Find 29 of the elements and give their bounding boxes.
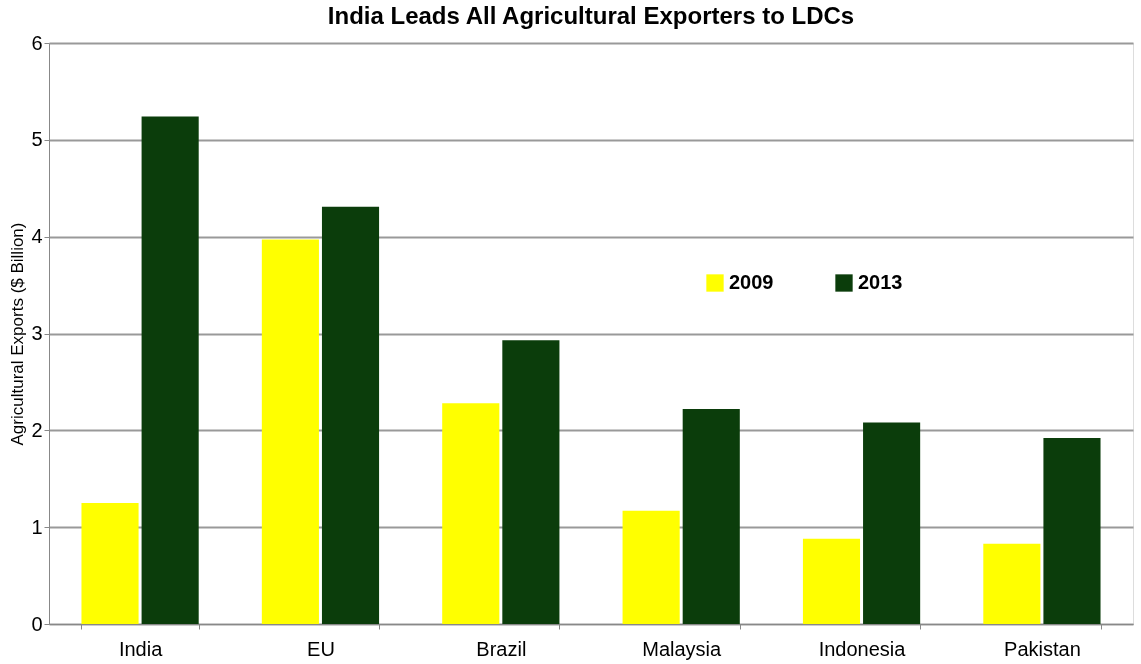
x-tick-label: EU	[307, 637, 335, 660]
legend-label: 2013	[858, 271, 903, 293]
y-tick-label: 4	[31, 225, 43, 248]
bar	[141, 116, 199, 624]
bar	[442, 403, 500, 624]
bar	[863, 422, 921, 624]
bar	[622, 510, 680, 624]
bar	[682, 409, 740, 624]
y-tick-label: 6	[31, 31, 43, 54]
y-tick-label: 2	[31, 418, 43, 441]
y-tick-label: 1	[31, 515, 43, 538]
y-tick-label: 3	[31, 322, 43, 344]
x-tick-label: Malaysia	[642, 637, 723, 660]
bar	[81, 502, 139, 624]
legend-label: 2009	[729, 271, 774, 293]
x-tick-label: Brazil	[476, 637, 527, 660]
x-tick-label: India	[118, 637, 164, 660]
chart-title: India Leads All Agricultural Exporters to LDCs	[327, 2, 855, 29]
bar	[983, 543, 1041, 624]
bar	[321, 206, 380, 624]
y-tick-label: 5	[31, 128, 43, 151]
x-tick-label: Pakistan	[1004, 637, 1081, 660]
y-axis-title: Agricultural Exports ($ Billion)	[8, 222, 28, 446]
x-tick-label: Indonesia	[818, 637, 907, 660]
bar	[502, 340, 560, 624]
y-tick-label: 0	[31, 612, 43, 635]
bar	[802, 538, 861, 624]
bar	[1043, 438, 1101, 624]
bar	[261, 239, 319, 624]
